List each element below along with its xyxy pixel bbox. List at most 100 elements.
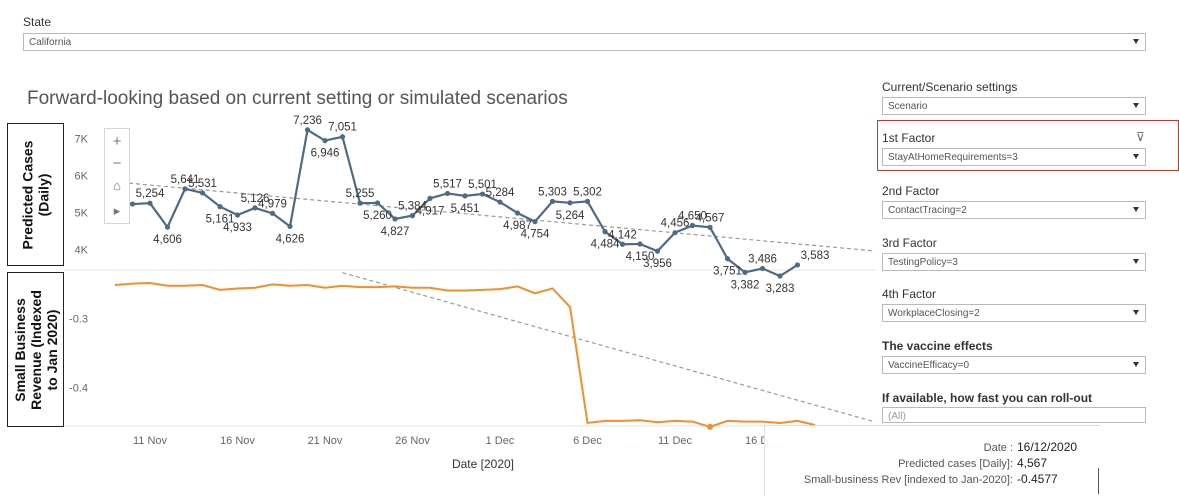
cases-data-point[interactable] bbox=[427, 195, 433, 201]
cases-data-label: 4,606 bbox=[153, 234, 182, 246]
cases-data-point[interactable] bbox=[742, 269, 748, 275]
cases-data-point[interactable] bbox=[287, 223, 293, 229]
cases-data-point[interactable] bbox=[707, 224, 713, 230]
cases-y-tick-label: 6K bbox=[75, 171, 89, 183]
factor3-dropdown[interactable]: TestingPolicy=3 bbox=[882, 253, 1146, 271]
tooltip-rev-value: -0.4577 bbox=[1017, 472, 1058, 486]
cases-data-label: 5,126 bbox=[241, 193, 270, 205]
cases-data-point[interactable] bbox=[777, 273, 783, 279]
cases-data-point[interactable] bbox=[689, 222, 696, 229]
cases-data-point[interactable] bbox=[304, 127, 311, 133]
cases-data-point[interactable] bbox=[759, 265, 766, 272]
cases-data-point[interactable] bbox=[147, 200, 153, 206]
factor4-dropdown-value: WorkplaceClosing=2 bbox=[888, 308, 980, 319]
factor2-dropdown[interactable]: ContactTracing=2 bbox=[882, 201, 1146, 219]
cases-axis-title-box: Predicted Cases (Daily) bbox=[7, 123, 64, 266]
cases-data-label: 4,150 bbox=[626, 251, 655, 263]
factor1-dropdown-value: StayAtHomeRequirements=3 bbox=[888, 152, 1018, 163]
cases-series-line[interactable] bbox=[115, 128, 799, 278]
cases-data-point[interactable] bbox=[549, 198, 556, 204]
factor2-dropdown-value: ContactTracing=2 bbox=[888, 205, 967, 216]
play-icon[interactable]: ▸ bbox=[113, 203, 121, 218]
chevron-down-icon bbox=[1133, 310, 1139, 315]
cases-data-label: 4,827 bbox=[381, 226, 410, 238]
vaccine-dropdown-value: VaccineEfficacy=0 bbox=[888, 360, 970, 371]
cases-data-point[interactable] bbox=[479, 191, 486, 197]
cases-data-point[interactable] bbox=[497, 199, 503, 205]
cases-data-point[interactable] bbox=[514, 210, 521, 216]
cases-y-tick-label: 7K bbox=[75, 134, 89, 146]
cases-data-point[interactable] bbox=[462, 193, 468, 199]
chart-title: Forward-looking based on current setting… bbox=[27, 88, 568, 109]
cases-data-point[interactable] bbox=[199, 190, 206, 196]
cases-data-label: 3,956 bbox=[643, 258, 672, 270]
cases-data-point[interactable] bbox=[602, 229, 608, 235]
cases-data-label: 5,284 bbox=[486, 187, 515, 199]
cases-trendline bbox=[114, 181, 876, 252]
cases-data-point[interactable] bbox=[234, 212, 241, 218]
cases-data-point[interactable] bbox=[567, 200, 573, 206]
cases-data-label: 5,254 bbox=[136, 188, 165, 200]
cases-data-label: 4,933 bbox=[223, 222, 252, 234]
cases-y-tick-label: 4K bbox=[75, 245, 89, 257]
cases-data-point[interactable] bbox=[357, 200, 363, 206]
factor1-label: 1st Factor bbox=[882, 131, 936, 145]
cases-data-point[interactable] bbox=[794, 262, 801, 268]
x-tick-label: 16 Nov bbox=[220, 435, 255, 447]
state-dropdown-value: California bbox=[29, 37, 72, 48]
cases-data-point[interactable] bbox=[164, 224, 171, 230]
rollout-label: If available, how fast you can roll-out bbox=[882, 391, 1093, 405]
chevron-down-icon bbox=[1133, 207, 1139, 212]
cases-data-label: 4,626 bbox=[276, 233, 305, 245]
cases-data-point[interactable] bbox=[339, 134, 346, 140]
revenue-axis-title-box: Small Business Revenue (Indexed to Jan 2… bbox=[7, 272, 64, 427]
cases-data-point[interactable] bbox=[532, 219, 538, 225]
cases-data-point[interactable] bbox=[182, 186, 188, 192]
cases-data-label: 3,486 bbox=[748, 254, 777, 266]
scenario-settings-label: Current/Scenario settings bbox=[882, 80, 1018, 94]
x-tick-label: 26 Nov bbox=[395, 435, 430, 447]
cases-data-point[interactable] bbox=[444, 190, 451, 197]
cases-data-label: 4,987 bbox=[503, 220, 532, 232]
home-icon[interactable]: ⌂ bbox=[113, 178, 121, 193]
clear-filter-icon[interactable]: ⊽ bbox=[1136, 130, 1145, 144]
cases-data-point[interactable] bbox=[637, 241, 643, 247]
cases-data-point[interactable] bbox=[269, 210, 276, 216]
cases-data-point[interactable] bbox=[374, 200, 381, 206]
cases-data-point[interactable] bbox=[252, 205, 258, 211]
cases-data-point[interactable] bbox=[724, 256, 731, 262]
factor1-dropdown[interactable]: StayAtHomeRequirements=3 bbox=[882, 148, 1146, 166]
factor3-label: 3rd Factor bbox=[882, 236, 937, 250]
cases-data-point[interactable] bbox=[129, 201, 136, 207]
tooltip-cases-row: Predicted cases [Daily]: 4,567 bbox=[765, 456, 1101, 472]
cases-data-point[interactable] bbox=[217, 204, 223, 210]
scenario-dropdown-value: Scenario bbox=[888, 101, 928, 112]
x-tick-label: 11 Nov bbox=[133, 435, 168, 447]
zoom-in-icon[interactable]: + bbox=[112, 133, 122, 150]
cases-data-point[interactable] bbox=[322, 138, 328, 144]
zoom-controls: + − ⌂ ▸ bbox=[104, 128, 130, 224]
revenue-highlight-point[interactable] bbox=[707, 423, 713, 430]
vaccine-dropdown[interactable]: VaccineEfficacy=0 bbox=[882, 356, 1146, 374]
state-dropdown[interactable]: California bbox=[23, 33, 1146, 51]
cases-data-label: 3,283 bbox=[766, 283, 795, 295]
factor4-dropdown[interactable]: WorkplaceClosing=2 bbox=[882, 304, 1146, 322]
cases-data-point[interactable] bbox=[392, 216, 398, 222]
cases-data-point[interactable] bbox=[654, 248, 661, 254]
cases-data-point[interactable] bbox=[584, 198, 591, 204]
revenue-series-line[interactable] bbox=[114, 281, 816, 428]
revenue-y-tick-label: -0.4 bbox=[69, 382, 88, 394]
cases-data-point[interactable] bbox=[409, 213, 416, 219]
hover-tooltip: Date : 16/12/2020 Predicted cases [Daily… bbox=[764, 425, 1100, 496]
chevron-down-icon bbox=[1133, 39, 1139, 44]
rollout-dropdown[interactable]: (All) bbox=[882, 407, 1146, 423]
scenario-dropdown[interactable]: Scenario bbox=[882, 97, 1146, 115]
cases-data-point[interactable] bbox=[672, 230, 678, 236]
zoom-out-icon[interactable]: − bbox=[112, 155, 122, 172]
cases-data-label: 3,583 bbox=[801, 250, 830, 262]
cases-y-tick-label: 5K bbox=[75, 208, 89, 220]
cases-data-point[interactable] bbox=[619, 241, 626, 247]
revenue-trendline bbox=[342, 272, 876, 423]
cases-data-label: 5,303 bbox=[538, 186, 567, 198]
